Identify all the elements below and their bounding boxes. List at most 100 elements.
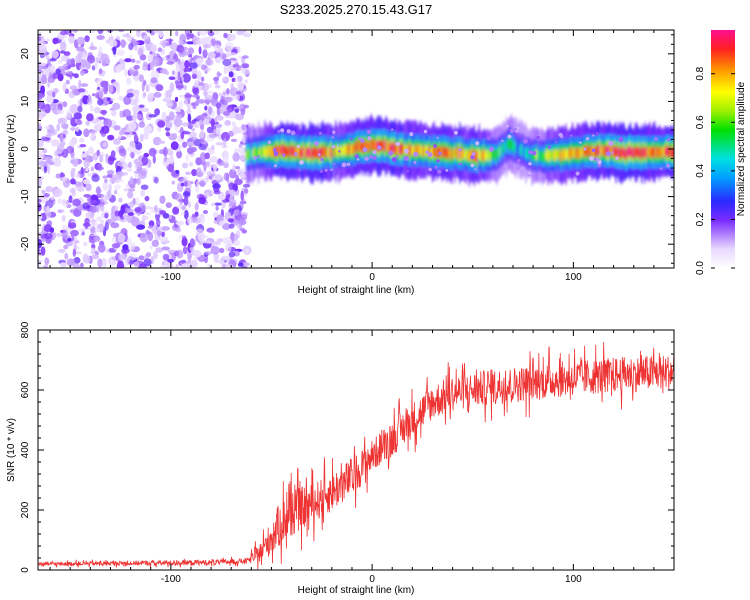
noise-blob — [191, 128, 196, 132]
noise-blob — [221, 131, 230, 142]
noise-blob — [186, 32, 191, 40]
noise-blob — [207, 90, 215, 95]
ridge-speckle — [257, 155, 260, 158]
noise-blob — [84, 61, 91, 70]
ridge-speckle — [272, 148, 277, 152]
noise-blob — [235, 91, 242, 95]
ridge-speckle — [372, 150, 377, 155]
ridge-speckle — [390, 128, 394, 131]
ridge-speckle — [358, 137, 361, 140]
y-tick-label: 400 — [20, 441, 31, 458]
noise-blob — [222, 153, 229, 164]
noise-blob — [69, 85, 78, 91]
noise-blob — [132, 149, 138, 153]
ridge-speckle — [528, 171, 532, 175]
noise-blob — [200, 37, 208, 46]
noise-blob — [43, 224, 53, 232]
noise-blob — [57, 198, 62, 204]
noise-blob — [150, 44, 157, 53]
noise-blob — [215, 175, 225, 183]
noise-blob — [147, 225, 153, 229]
ridge-speckle — [433, 144, 437, 148]
noise-blob — [94, 227, 100, 233]
colorbar-tick-label: 0.2 — [695, 212, 706, 226]
noise-blob — [41, 237, 47, 242]
noise-blob — [68, 90, 76, 99]
noise-blob — [133, 64, 140, 70]
noise-blob — [127, 190, 134, 199]
noise-blob — [73, 112, 83, 120]
ridge-speckle — [364, 156, 369, 161]
noise-blob — [145, 252, 152, 258]
noise-blob — [204, 152, 210, 160]
noise-blob — [142, 92, 147, 97]
colorbar — [711, 30, 735, 268]
noise-blob — [63, 244, 69, 250]
noise-blob — [216, 58, 223, 63]
noise-blob — [96, 216, 103, 222]
noise-blob — [107, 155, 115, 166]
noise-blob — [40, 136, 47, 142]
noise-blob — [158, 210, 167, 215]
top-x-axis-title: Height of straight line (km) — [298, 285, 415, 296]
noise-blob — [179, 46, 188, 52]
y-tick-label: 0 — [20, 146, 31, 152]
noise-blob — [79, 98, 83, 108]
noise-blob — [167, 258, 174, 263]
noise-blob — [70, 117, 76, 126]
ridge-speckle — [445, 169, 449, 172]
noise-blob — [139, 133, 144, 143]
noise-blob — [175, 249, 184, 259]
noise-blob — [69, 104, 79, 114]
noise-blob — [191, 169, 198, 177]
colorbar-tick-label: 0.4 — [695, 163, 706, 177]
x-tick-label: 0 — [369, 272, 375, 283]
noise-blob — [38, 177, 43, 187]
noise-blob — [90, 250, 95, 255]
ridge-speckle — [423, 129, 428, 134]
noise-blob — [65, 79, 71, 85]
noise-blob — [57, 248, 66, 253]
noise-blob — [230, 52, 237, 56]
noise-blob — [61, 176, 68, 182]
noise-blob — [83, 159, 91, 168]
noise-blob — [82, 52, 88, 61]
noise-blob — [166, 61, 175, 65]
noise-blob — [242, 32, 251, 38]
noise-blob — [240, 190, 244, 201]
noise-blob — [91, 217, 96, 227]
noise-blob — [165, 131, 170, 137]
noise-blob — [106, 174, 113, 178]
noise-blob — [43, 193, 51, 198]
noise-blob — [205, 175, 210, 182]
noise-blob — [241, 124, 246, 131]
ridge-speckle — [268, 167, 271, 171]
noise-blob — [38, 123, 41, 127]
noise-blob — [153, 251, 158, 260]
noise-blob — [97, 86, 101, 91]
noise-blob — [189, 238, 195, 248]
noise-blob — [181, 51, 191, 56]
noise-blob — [51, 50, 59, 59]
noise-blob — [212, 183, 222, 189]
noise-blob — [149, 245, 153, 250]
noise-blob — [192, 94, 200, 98]
noise-blob — [147, 159, 152, 169]
noise-blob — [182, 141, 188, 148]
noise-blob — [100, 194, 108, 203]
noise-blob — [68, 35, 75, 44]
noise-blob — [102, 142, 108, 148]
ridge-speckle — [659, 167, 663, 170]
noise-blob — [116, 171, 125, 177]
ridge-speckle — [506, 124, 509, 128]
ridge-speckle — [298, 168, 301, 172]
noise-blob — [174, 193, 183, 202]
bottom-axes: -100 0 100 0 200 400 600 800 — [20, 321, 675, 585]
noise-blob — [137, 170, 146, 175]
noise-blob — [206, 126, 214, 134]
noise-blob — [131, 89, 140, 95]
noise-blob — [239, 168, 245, 173]
ridge-speckle — [591, 148, 596, 153]
noise-blob — [42, 69, 50, 76]
